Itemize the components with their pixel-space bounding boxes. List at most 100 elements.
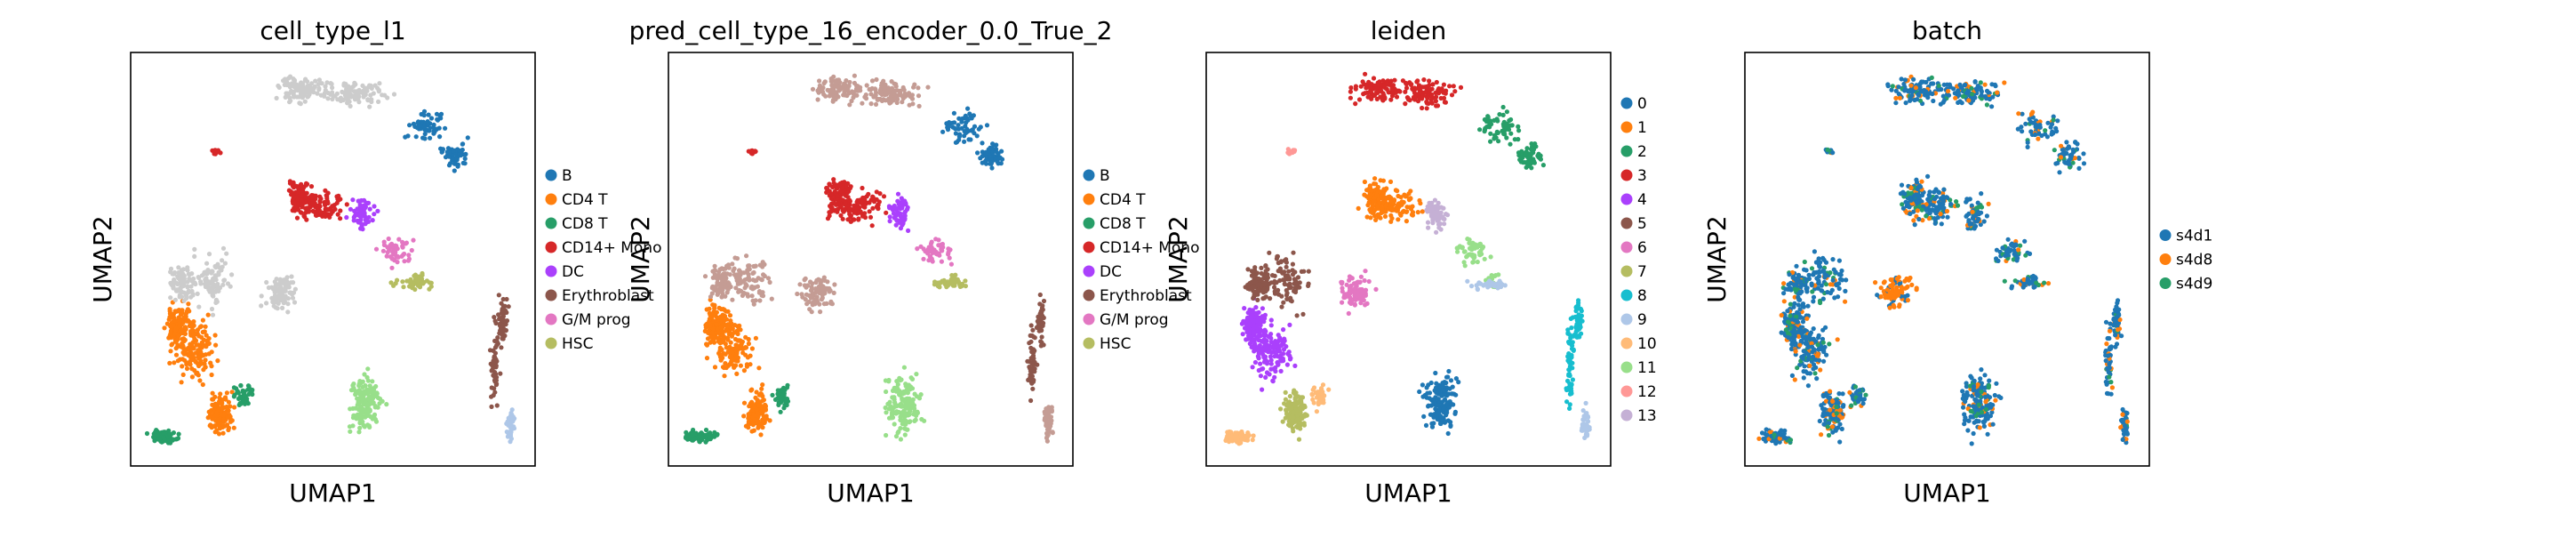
cell-point <box>1390 199 1396 205</box>
cell-point <box>965 117 971 123</box>
cell-point <box>334 91 340 96</box>
cell-point <box>1035 362 1040 367</box>
cell-point <box>1417 389 1422 395</box>
cell-point <box>904 427 909 432</box>
cell-point <box>1363 302 1368 308</box>
cell-point <box>907 412 912 417</box>
cell-point <box>881 194 887 199</box>
cell-point <box>360 83 365 88</box>
cell-point <box>735 331 740 337</box>
cell-point <box>899 196 904 201</box>
cell-point <box>309 201 316 206</box>
cell-point <box>213 297 219 302</box>
cell-point <box>893 82 899 87</box>
cell-point <box>741 270 747 276</box>
cell-point <box>702 274 708 279</box>
cell-point <box>224 390 229 396</box>
cell-point <box>385 95 390 100</box>
cell-point <box>1436 205 1441 210</box>
cell-point <box>795 291 800 297</box>
cell-point <box>224 251 229 256</box>
cell-point <box>908 405 914 410</box>
cell-point <box>897 392 902 397</box>
cell-point <box>745 270 750 276</box>
cell-point <box>1273 339 1278 344</box>
y-axis-label: UMAP2 <box>88 215 117 303</box>
cell-point <box>716 335 721 341</box>
cell-point <box>367 104 372 109</box>
cell-point <box>730 350 736 356</box>
cell-point <box>229 389 235 395</box>
cell-point <box>712 268 717 273</box>
cell-point <box>222 423 228 429</box>
cell-point <box>712 430 717 435</box>
cell-point <box>214 428 220 433</box>
cell-point <box>828 76 834 82</box>
plot-frame <box>668 52 1074 467</box>
cell-point <box>727 362 732 367</box>
cell-point <box>862 94 868 100</box>
cell-point <box>1258 373 1263 379</box>
cell-point <box>717 341 723 346</box>
y-axis-label: UMAP2 <box>626 215 655 303</box>
cell-point <box>185 285 190 290</box>
cell-point <box>156 437 162 442</box>
cell-point <box>1365 203 1371 208</box>
cell-point <box>409 247 414 253</box>
cell-point <box>181 336 187 341</box>
cell-point <box>348 429 353 434</box>
cell-point <box>744 283 749 288</box>
cell-point <box>1048 414 1054 420</box>
cell-point <box>285 92 291 98</box>
cell-point <box>1276 347 1282 352</box>
cell-point <box>738 338 743 343</box>
cell-point <box>1028 323 1034 328</box>
cell-point <box>200 381 205 388</box>
cell-point <box>489 368 494 373</box>
cell-point <box>1032 348 1037 353</box>
cell-point <box>1395 189 1400 194</box>
cell-point <box>1347 274 1352 279</box>
cell-point <box>889 85 895 91</box>
cell-point <box>1039 315 1044 321</box>
cell-point <box>506 304 511 309</box>
cell-point <box>714 309 720 315</box>
cell-point <box>494 339 500 344</box>
cell-point <box>779 397 784 403</box>
cell-point <box>1380 98 1386 103</box>
cell-point <box>1412 95 1418 100</box>
cell-point <box>328 207 333 213</box>
cell-point <box>1432 204 1437 209</box>
cell-point <box>1252 349 1257 354</box>
cell-point <box>1374 84 1380 91</box>
cell-point <box>820 85 826 91</box>
cell-point <box>856 217 861 222</box>
cell-point <box>205 279 211 285</box>
cell-point <box>1318 395 1324 400</box>
legend-item: CD4 T <box>1083 191 1146 209</box>
cell-point <box>743 345 748 350</box>
cell-point <box>173 325 179 331</box>
cell-point <box>193 281 198 287</box>
cell-point <box>1252 324 1257 329</box>
cell-point <box>903 381 908 387</box>
cell-point <box>831 177 836 182</box>
cell-point <box>1251 433 1256 438</box>
cell-point <box>717 267 723 272</box>
cell-point <box>168 266 174 271</box>
cell-point <box>820 295 825 301</box>
cell-point <box>1482 256 1487 261</box>
cell-point <box>732 330 737 335</box>
cell-point <box>215 281 220 287</box>
cell-point <box>824 301 829 306</box>
cell-point <box>1284 403 1290 408</box>
cell-point <box>964 130 969 135</box>
cell-point <box>738 363 744 368</box>
cell-point <box>1469 247 1475 253</box>
cell-point <box>1356 97 1363 102</box>
cell-point <box>756 290 763 295</box>
cell-point <box>832 282 837 287</box>
cell-point <box>1253 305 1259 310</box>
cell-point <box>1396 201 1401 206</box>
cell-point <box>1255 282 1260 288</box>
